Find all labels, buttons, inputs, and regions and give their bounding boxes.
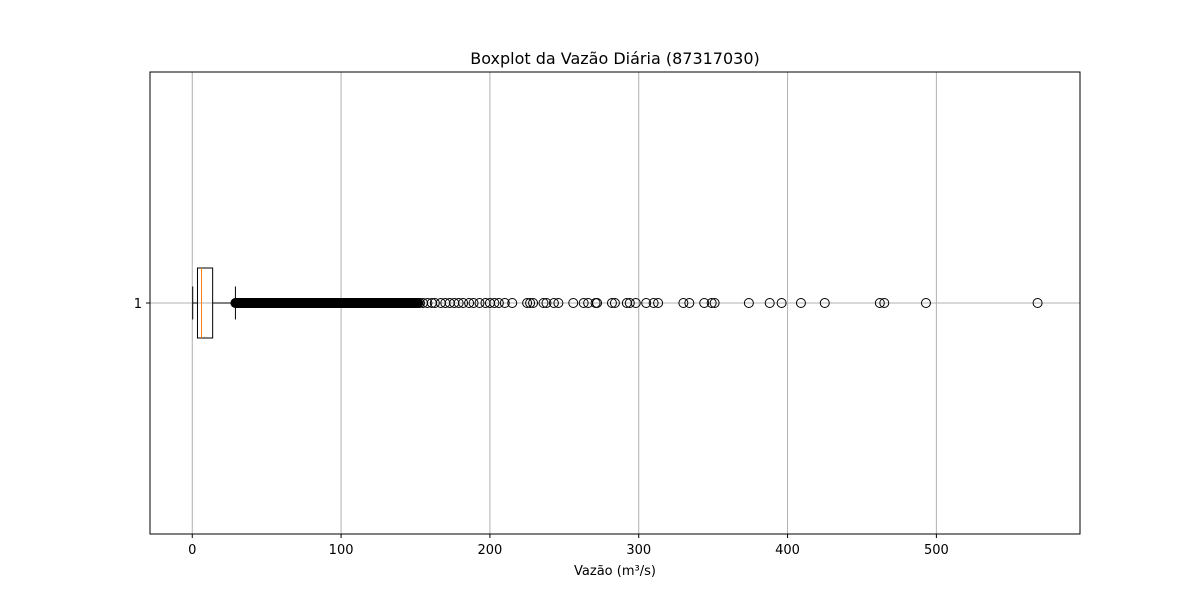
outlier-marker (699, 298, 710, 308)
outlier-marker (578, 298, 589, 308)
outlier-marker (592, 298, 603, 308)
x-tick-label: 400 (775, 543, 800, 558)
plot-frame (149, 71, 1081, 535)
outlier-marker (678, 298, 689, 308)
outlier-marker (422, 298, 433, 308)
outlier-marker (429, 298, 440, 308)
outlier-marker (648, 298, 659, 308)
outlier-marker (819, 298, 830, 308)
outlier-marker (468, 298, 479, 308)
outlier-marker (641, 298, 652, 308)
outlier-marker (653, 298, 664, 308)
outlier-marker (525, 298, 536, 308)
x-tick-label: 300 (626, 543, 651, 558)
outlier-marker (743, 298, 754, 308)
outlier-marker (453, 298, 464, 308)
outlier-marker (541, 298, 552, 308)
outlier-marker (489, 298, 500, 308)
outlier-marker (776, 298, 787, 308)
x-tick-label: 0 (188, 543, 196, 558)
x-tick-label: 200 (477, 543, 502, 558)
chart-title: Boxplot da Vazão Diária (87317030) (470, 49, 760, 68)
outlier-marker (522, 298, 533, 308)
outlier-marker (493, 298, 504, 308)
outlier-marker (920, 298, 931, 308)
outlier-marker (474, 298, 485, 308)
outlier-marker (609, 298, 620, 308)
outlier-marker (1032, 298, 1043, 308)
outlier-marker (630, 298, 641, 308)
iqr-box (196, 267, 214, 339)
x-tick-label: 100 (329, 543, 354, 558)
outlier-marker (507, 298, 518, 308)
y-tick-label: 1 (134, 297, 142, 312)
x-axis-label: Vazão (m³/s) (574, 564, 656, 579)
outlier-marker (528, 298, 539, 308)
outlier-marker (414, 298, 425, 308)
outlier-marker (458, 298, 469, 308)
outlier-marker (709, 298, 720, 308)
outlier-marker (764, 298, 775, 308)
axis-ticks: 0 100 200 300 400 500 1 (134, 297, 949, 558)
outlier-marker (553, 298, 564, 308)
outlier-marker (624, 298, 635, 308)
outlier-marker (464, 298, 475, 308)
outlier-marker (538, 298, 549, 308)
outlier-marker (874, 298, 885, 308)
outlier-marker (684, 298, 695, 308)
x-tick-label: 500 (924, 543, 949, 558)
outlier-marker (499, 298, 510, 308)
outlier-marker (879, 298, 890, 308)
outlier-marker (568, 298, 579, 308)
outlier-marker (706, 298, 717, 308)
outlier-marker (606, 298, 617, 308)
outlier-marker (548, 298, 559, 308)
outlier-marker (795, 298, 806, 308)
outliers (230, 298, 1043, 308)
